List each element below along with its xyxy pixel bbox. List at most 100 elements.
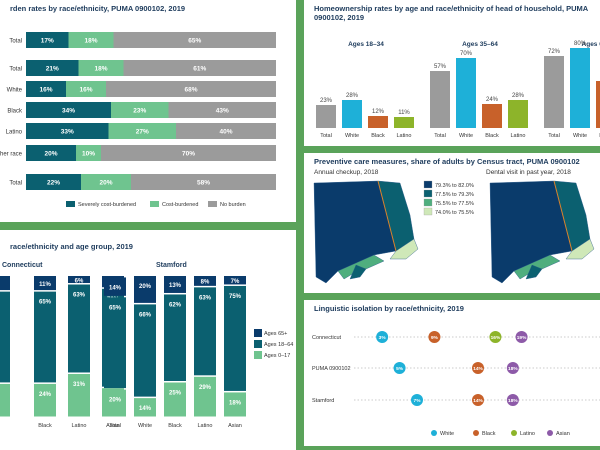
bar-value-label: 24% bbox=[39, 392, 52, 398]
bar-segment bbox=[131, 174, 276, 190]
category-label: Total bbox=[320, 133, 332, 139]
bar-value-label: 22% bbox=[47, 180, 60, 187]
legend-label: Asian bbox=[556, 431, 570, 437]
bar-segment bbox=[66, 81, 106, 97]
age-bar-segment bbox=[164, 276, 186, 293]
age-bar-segment bbox=[34, 291, 56, 383]
bar-value-label: 33% bbox=[61, 129, 74, 136]
homeownership-bar bbox=[316, 105, 336, 128]
bar-value-label: 17% bbox=[41, 38, 54, 45]
row-label: Black bbox=[7, 109, 23, 115]
legend-swatch bbox=[423, 207, 433, 216]
cost-burden-title: rden rates by race/ethnicity, PUMA 09001… bbox=[10, 4, 186, 13]
bar-segment bbox=[123, 60, 276, 76]
homeownership-bar bbox=[544, 56, 564, 128]
cost-burden-panel: rden rates by race/ethnicity, PUMA 09001… bbox=[0, 0, 296, 222]
legend-swatch bbox=[254, 351, 262, 359]
group-title: Ages 65 bbox=[582, 41, 600, 48]
map-tract bbox=[565, 238, 595, 260]
linguistic-chart: Connecticut 3% 9% 19% 16% PUMA 0900102 5% 14% 18… bbox=[312, 331, 600, 437]
map-tract bbox=[389, 238, 419, 260]
dot-value-label: 19% bbox=[517, 335, 527, 341]
category-label: Black bbox=[38, 423, 52, 429]
bar-segment bbox=[76, 145, 101, 161]
age-bar-segment bbox=[34, 383, 56, 417]
bar-segment bbox=[113, 32, 276, 48]
bar-value-label: 29% bbox=[199, 385, 212, 391]
bar-value-label: 43% bbox=[216, 108, 229, 115]
category-label: White bbox=[573, 133, 587, 139]
bar-value-label: 65% bbox=[39, 300, 52, 306]
bar-value-label: 58% bbox=[197, 180, 210, 187]
bar-value-label: 12% bbox=[372, 109, 385, 115]
homeownership-bar bbox=[342, 100, 362, 128]
dot-value-label: 14% bbox=[473, 366, 483, 372]
bar-value-label: 72% bbox=[548, 49, 561, 55]
preventive-maps: Annual checkup, 2018 Dental visit in past… bbox=[313, 169, 595, 284]
dot-value-label: 18% bbox=[508, 366, 518, 372]
group-title: Connecticut bbox=[2, 262, 43, 269]
age-bar-segment bbox=[134, 398, 156, 417]
bar-segment bbox=[26, 145, 76, 161]
age-bar-segment bbox=[194, 287, 216, 376]
bar-segment bbox=[111, 102, 169, 118]
category-label: Total bbox=[434, 133, 446, 139]
bar-value-label: 14% bbox=[109, 285, 122, 291]
bar-value-label: 70% bbox=[460, 51, 473, 57]
bar-value-label: 18% bbox=[94, 66, 107, 73]
legend-swatch bbox=[423, 198, 433, 207]
bar-value-label: 63% bbox=[199, 295, 212, 301]
category-label: Black bbox=[485, 133, 499, 139]
bar-value-label: 70% bbox=[182, 151, 195, 158]
homeownership-bar bbox=[482, 104, 502, 128]
legend-label: Ages 18–64 bbox=[264, 342, 293, 348]
bar-segment bbox=[26, 32, 69, 48]
homeownership-bar bbox=[508, 100, 528, 128]
map-title: Dental visit in past year, 2018 bbox=[486, 169, 571, 176]
bar-segment bbox=[26, 81, 66, 97]
row-label: ther race bbox=[0, 152, 23, 158]
bar-value-label: 27% bbox=[136, 129, 149, 136]
age-bar-segment bbox=[164, 294, 186, 381]
category-label: Total bbox=[548, 133, 560, 139]
group-title: Ages 18–34 bbox=[348, 41, 384, 48]
linguistic-title: Linguistic isolation by race/ethnicity, … bbox=[314, 304, 464, 313]
dot-marker bbox=[428, 331, 441, 343]
bar-segment bbox=[108, 123, 176, 139]
map-tract bbox=[349, 264, 367, 280]
age-bar-segment bbox=[194, 276, 216, 286]
dot-marker bbox=[472, 362, 484, 374]
dot-value-label: 9% bbox=[431, 335, 439, 341]
category-label: White bbox=[459, 133, 473, 139]
legend-label: 74.0% to 75.5% bbox=[435, 210, 474, 216]
bar-segment bbox=[176, 123, 276, 139]
bar-value-label: 28% bbox=[346, 93, 359, 99]
row-label: Connecticut bbox=[312, 335, 342, 341]
legend-label: 79.3% to 82.0% bbox=[435, 183, 474, 189]
dot-marker bbox=[489, 331, 502, 343]
age-bar-segment bbox=[224, 276, 246, 285]
dot-value-label: 7% bbox=[414, 398, 422, 404]
category-label: Asian bbox=[106, 423, 120, 429]
legend-marker bbox=[473, 430, 479, 436]
category-label: Latino bbox=[511, 133, 526, 139]
bar-value-label: 21% bbox=[46, 66, 59, 73]
bar-value-label: 57% bbox=[434, 64, 447, 70]
age-bar-segment bbox=[68, 373, 90, 417]
bar-value-label: 14% bbox=[139, 406, 152, 412]
age-bar-segment bbox=[224, 285, 246, 391]
legend-marker bbox=[511, 430, 517, 436]
category-label: Latino bbox=[397, 133, 412, 139]
age-bar-segment bbox=[194, 376, 216, 417]
category-label: Black bbox=[168, 423, 182, 429]
legend-swatch bbox=[423, 189, 433, 198]
bar-value-label: 20% bbox=[109, 398, 122, 404]
age-bar-segment bbox=[164, 382, 186, 417]
legend-swatch bbox=[254, 340, 262, 348]
legend-label: 75.5% to 77.5% bbox=[435, 201, 474, 207]
bar-segment bbox=[81, 174, 131, 190]
age-group-chart: Connecticut 24% 65% 11% Black 31% 63% 6% Latino 2… bbox=[0, 262, 293, 429]
bar-segment bbox=[26, 102, 111, 118]
legend-marker bbox=[547, 430, 553, 436]
homeownership-bar bbox=[456, 58, 476, 128]
